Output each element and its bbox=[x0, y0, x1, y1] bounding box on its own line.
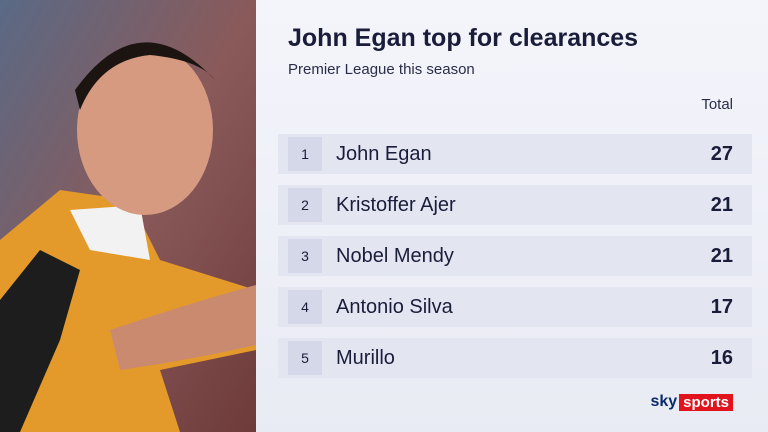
logo-sky: sky bbox=[650, 393, 678, 410]
table-panel: John Egan top for clearances Premier Lea… bbox=[256, 0, 768, 432]
player-name: John Egan bbox=[336, 143, 432, 165]
rank: 3 bbox=[288, 239, 322, 273]
total: 21 bbox=[710, 194, 733, 216]
table-row: 2 Kristoffer Ajer 21 bbox=[278, 185, 752, 225]
player-photo bbox=[0, 0, 256, 432]
rank: 4 bbox=[288, 290, 322, 324]
logo: sky sports bbox=[650, 393, 733, 411]
player-name: Kristoffer Ajer bbox=[336, 194, 456, 216]
subtitle: Premier League this season bbox=[288, 61, 475, 78]
player-name: Nobel Mendy bbox=[336, 245, 454, 267]
player-name: Antonio Silva bbox=[336, 296, 453, 318]
logo-sports: sports bbox=[679, 393, 733, 411]
column-header: Total bbox=[701, 96, 733, 113]
total: 16 bbox=[710, 347, 733, 369]
player-name: Murillo bbox=[336, 347, 395, 369]
rank: 1 bbox=[288, 137, 322, 171]
table-row: 1 John Egan 27 bbox=[278, 134, 752, 174]
total: 27 bbox=[710, 143, 733, 165]
total: 21 bbox=[710, 245, 733, 267]
total: 17 bbox=[710, 296, 733, 318]
table-row: 4 Antonio Silva 17 bbox=[278, 287, 752, 327]
title: John Egan top for clearances bbox=[288, 24, 639, 52]
table-row: 5 Murillo 16 bbox=[278, 338, 752, 378]
table-row: 3 Nobel Mendy 21 bbox=[278, 236, 752, 276]
rank: 2 bbox=[288, 188, 322, 222]
rank: 5 bbox=[288, 341, 322, 375]
